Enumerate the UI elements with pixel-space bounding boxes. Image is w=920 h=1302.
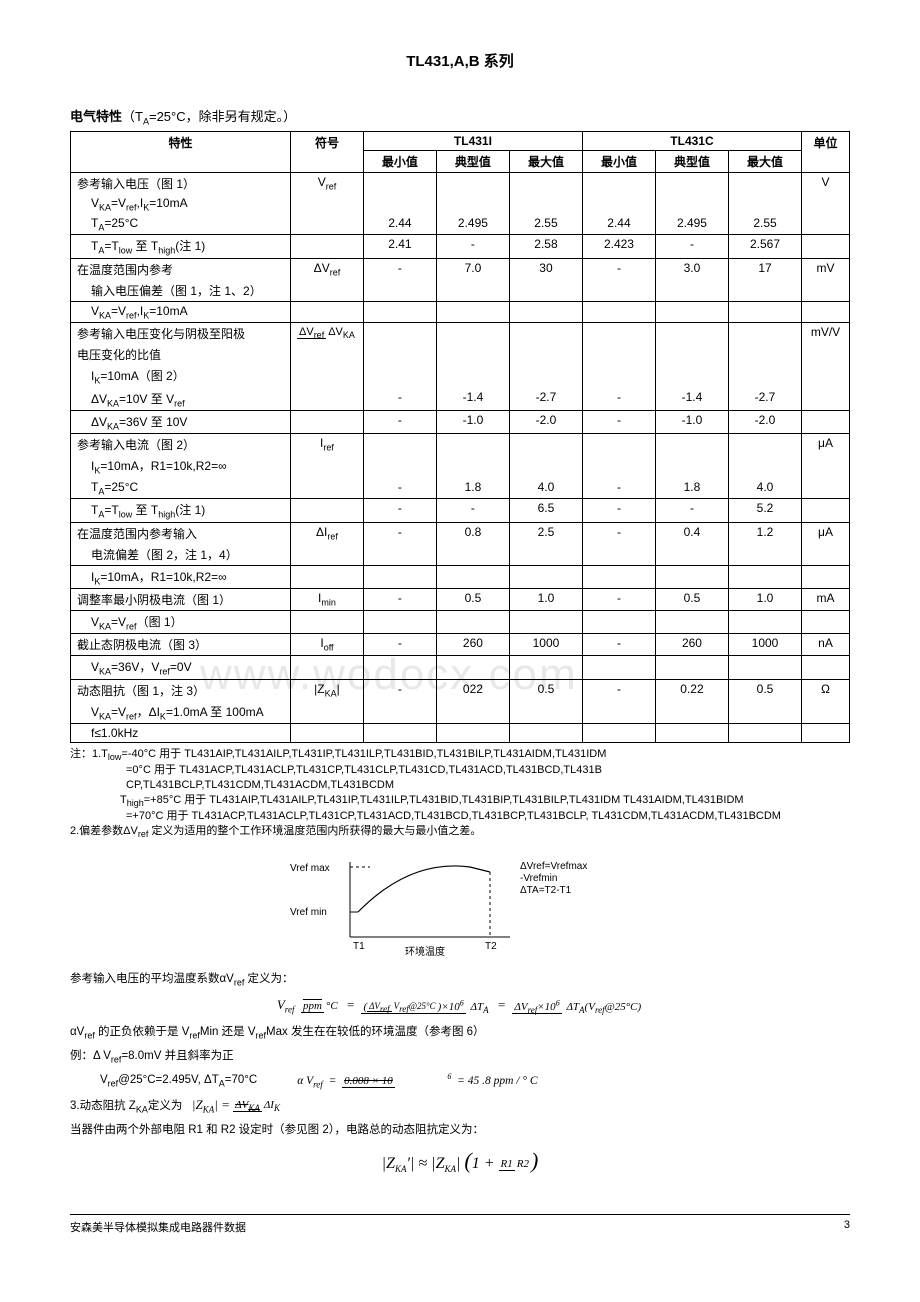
- zka-2res: 当器件由两个外部电阻 R1 和 R2 设定时（参见图 2），电路总的动态阻抗定义…: [70, 1121, 850, 1139]
- table-row: VKA=Vref,IK=10mA: [71, 301, 850, 322]
- table-row: VKA=Vref,IK=10mA: [71, 194, 850, 214]
- alpha-intro: 参考输入电压的平均温度系数αVref 定义为：: [70, 970, 850, 990]
- spec-table: 特性 符号 TL431I TL431C 单位 最小值 典型值 最大值 最小值 典…: [70, 131, 850, 743]
- svg-text:Vref max: Vref max: [290, 863, 330, 874]
- svg-text:环境温度: 环境温度: [405, 945, 445, 957]
- table-row: TA=25°C2.442.4952.552.442.4952.55: [71, 214, 850, 235]
- table-row: IK=10mA，R1=10k,R2=∞: [71, 565, 850, 588]
- page-title: TL431,A,B 系列: [70, 50, 850, 71]
- table-row: VKA=Vref，ΔIK=1.0mA 至 100mA: [71, 701, 850, 724]
- svg-text:T2: T2: [485, 941, 497, 952]
- table-row: ΔVKA=10V 至 Vref--1.4-2.7--1.4-2.7: [71, 388, 850, 411]
- th-group1: TL431I: [363, 131, 582, 150]
- svg-text:ΔVref=Vrefmax: ΔVref=Vrefmax: [520, 861, 587, 872]
- footer-left: 安森美半导体模拟集成电路器件数据: [70, 1219, 246, 1235]
- th-min1: 最小值: [363, 150, 436, 172]
- table-row: 在温度范围内参考ΔVref-7.030-3.017mV: [71, 258, 850, 280]
- table-row: ΔVKA=36V 至 10V--1.0-2.0--1.0-2.0: [71, 410, 850, 433]
- temp-graph: Vref max Vref min T1 T2 环境温度 ΔVref=Vrefm…: [70, 847, 850, 960]
- table-row: 参考输入电压变化与阴极至阳极ΔVrefΔVKAmV/V: [71, 323, 850, 345]
- zka-formula: |ZKA′| ≈ |ZKA| (1 + R1R2): [70, 1148, 850, 1174]
- example-equation: Vref@25°C=2.495V, ΔTA=70°C α Vref = 0.00…: [100, 1072, 850, 1089]
- th-typ1: 典型值: [436, 150, 509, 172]
- table-row: VKA=Vref（图 1）: [71, 610, 850, 633]
- table-row: 在温度范围内参考输入ΔIref-0.82.5-0.41.2μA: [71, 522, 850, 544]
- formula-alpha: Vref ppm°C = (ΔVrefVref@25°C)×106 ΔTA = …: [70, 997, 850, 1015]
- table-row: 调整率最小阴极电流（图 1）Imin-0.51.0-0.51.0mA: [71, 588, 850, 610]
- th-char: 特性: [71, 131, 291, 172]
- zka-def: 3.动态阻抗 ZKA定义为 |ZKA| = ΔVKAΔIK: [70, 1095, 850, 1117]
- th-sym: 符号: [291, 131, 364, 172]
- svg-text:T1: T1: [353, 941, 365, 952]
- table-row: f≤1.0kHz: [71, 724, 850, 743]
- table-row: VKA=36V，Vref=0V: [71, 656, 850, 679]
- th-max1: 最大值: [509, 150, 582, 172]
- table-row: 电压变化的比值: [71, 344, 850, 365]
- section-header: 电气特性（TA=25°C，除非另有规定。）: [70, 106, 850, 127]
- th-min2: 最小值: [582, 150, 655, 172]
- alpha-sign: αVref 的正负依赖于是 VrefMin 还是 VrefMax 发生在在较低的…: [70, 1023, 850, 1043]
- alpha-example: 例：Δ Vref=8.0mV 并且斜率为正: [70, 1047, 850, 1067]
- svg-text:ΔTA=T2-T1: ΔTA=T2-T1: [520, 885, 572, 896]
- footer-page: 3: [844, 1219, 850, 1235]
- notes-block: 注：1.Tlow=-40°C 用于 TL431AIP,TL431AILP,TL4…: [70, 747, 850, 841]
- table-row: TA=Tlow 至 Thigh(注 1)--6.5--5.2: [71, 499, 850, 522]
- table-row: IK=10mA（图 2）: [71, 365, 850, 387]
- table-row: 动态阻抗（图 1，注 3）|ZKA|-0220.5-0.220.5Ω: [71, 679, 850, 701]
- table-row: TA=Tlow 至 Thigh(注 1)2.41-2.582.423-2.567: [71, 235, 850, 258]
- section-header-bold: 电气特性: [70, 109, 122, 124]
- table-row: 输入电压偏差（图 1，注 1、2）: [71, 280, 850, 302]
- th-typ2: 典型值: [655, 150, 728, 172]
- th-max2: 最大值: [728, 150, 801, 172]
- table-row: 参考输入电流（图 2）IrefμA: [71, 434, 850, 456]
- svg-text:-Vrefmin: -Vrefmin: [520, 873, 557, 884]
- table-row: TA=25°C-1.84.0-1.84.0: [71, 478, 850, 499]
- table-row: IK=10mA，R1=10k,R2=∞: [71, 455, 850, 477]
- th-unit: 单位: [802, 131, 850, 172]
- th-group2: TL431C: [582, 131, 801, 150]
- table-row: 参考输入电压（图 1）VrefV: [71, 172, 850, 194]
- table-row: 电流偏差（图 2，注 1，4）: [71, 544, 850, 566]
- table-row: 截止态阴极电流（图 3）Ioff-2601000-2601000nA: [71, 634, 850, 656]
- page-footer: 安森美半导体模拟集成电路器件数据 3: [70, 1214, 850, 1235]
- svg-text:Vref min: Vref min: [290, 907, 327, 918]
